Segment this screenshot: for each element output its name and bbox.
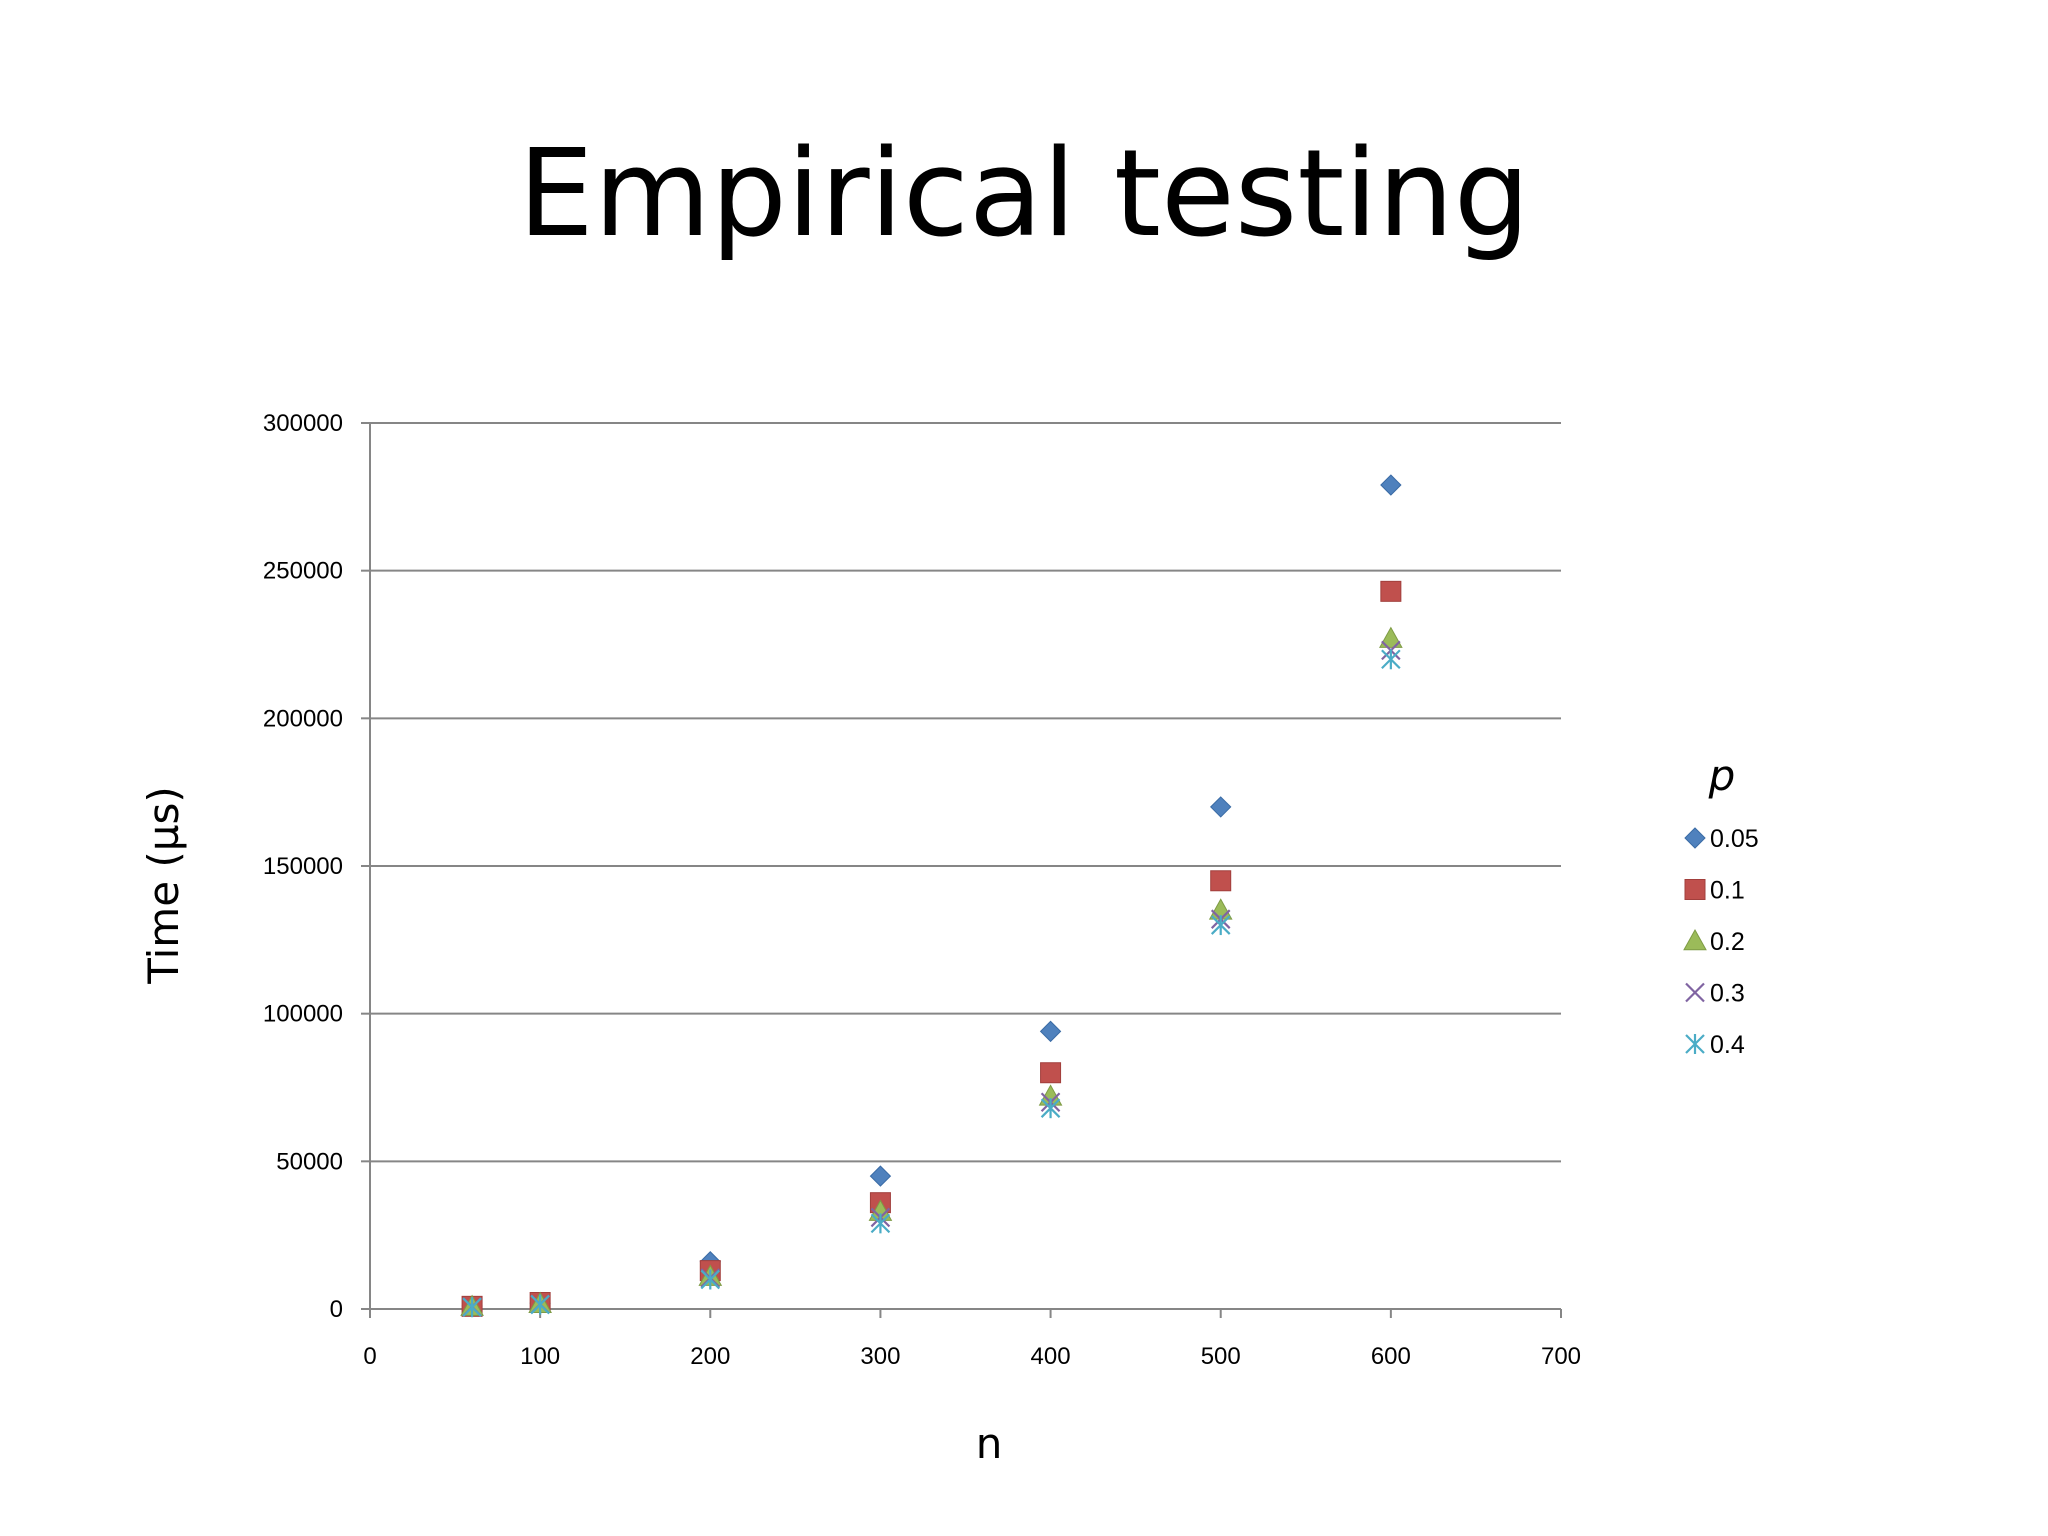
data-point <box>700 1269 721 1290</box>
legend-label: 0.3 <box>1710 980 1745 1008</box>
data-points <box>460 474 1403 1318</box>
legend-item: 0.2 <box>1683 928 1745 956</box>
tick-labels: 0 50000 100000 150000 200000 250000 300000 0 100… <box>263 410 1581 1370</box>
legend-label: 0.1 <box>1710 877 1745 905</box>
x-tick-label: 500 <box>1201 1343 1241 1370</box>
y-tick-label: 300000 <box>263 410 343 437</box>
legend-item: 0.05 <box>1684 825 1759 853</box>
data-point <box>1210 796 1232 818</box>
x-tick-label: 600 <box>1371 1343 1411 1370</box>
series-0.2 <box>460 626 1403 1316</box>
series-0.1 <box>461 580 1402 1317</box>
legend-item: 0.3 <box>1685 980 1745 1008</box>
data-point <box>1381 649 1401 670</box>
data-point <box>1040 1098 1061 1119</box>
y-tick-label: 250000 <box>263 558 343 585</box>
y-axis-title: Time (µs) <box>139 786 188 985</box>
data-point <box>1210 915 1231 936</box>
legend-marker <box>1683 928 1707 951</box>
data-point <box>1210 870 1232 892</box>
data-point <box>1380 580 1402 602</box>
legend-item: 0.1 <box>1684 877 1745 905</box>
slide-title: Empirical testing <box>518 125 1530 264</box>
y-tick-label: 200000 <box>263 705 343 732</box>
legend-marker <box>1685 982 1705 1003</box>
data-point <box>1040 1062 1062 1084</box>
x-tick-label: 100 <box>520 1343 560 1370</box>
data-point <box>869 1165 892 1187</box>
series-0.4 <box>462 649 1401 1318</box>
legend-label: 0.05 <box>1710 825 1759 853</box>
series-0.3 <box>462 640 1401 1317</box>
data-point <box>530 1294 550 1315</box>
series-0.05 <box>461 474 1402 1317</box>
y-tick-label: 0 <box>330 1296 343 1323</box>
legend-item: 0.4 <box>1685 1031 1745 1059</box>
legend-label: 0.2 <box>1710 928 1745 956</box>
gridlines <box>370 422 1561 1163</box>
axes <box>361 422 1562 1318</box>
legend-marker <box>1684 879 1706 900</box>
y-tick-label: 100000 <box>263 1001 343 1028</box>
data-point <box>1039 1020 1062 1043</box>
x-axis-title: n <box>976 1419 1003 1468</box>
legend-label: 0.4 <box>1710 1031 1745 1059</box>
x-tick-label: 200 <box>690 1343 730 1370</box>
x-tick-label: 400 <box>1031 1343 1071 1370</box>
y-tick-label: 150000 <box>263 853 343 880</box>
y-tick-label: 50000 <box>276 1148 343 1175</box>
data-point <box>870 1213 891 1234</box>
x-tick-label: 300 <box>860 1343 900 1370</box>
legend-marker <box>1684 827 1706 849</box>
legend-title: p <box>1708 751 1736 800</box>
legend-marker <box>1685 1034 1705 1054</box>
data-point <box>1379 626 1403 648</box>
data-point <box>1380 474 1402 496</box>
data-point <box>462 1297 482 1318</box>
legend: p 0.05 0.1 0.2 0.3 0.4 <box>1683 751 1759 1059</box>
x-tick-label: 700 <box>1541 1343 1581 1370</box>
x-tick-label: 0 <box>363 1343 376 1370</box>
